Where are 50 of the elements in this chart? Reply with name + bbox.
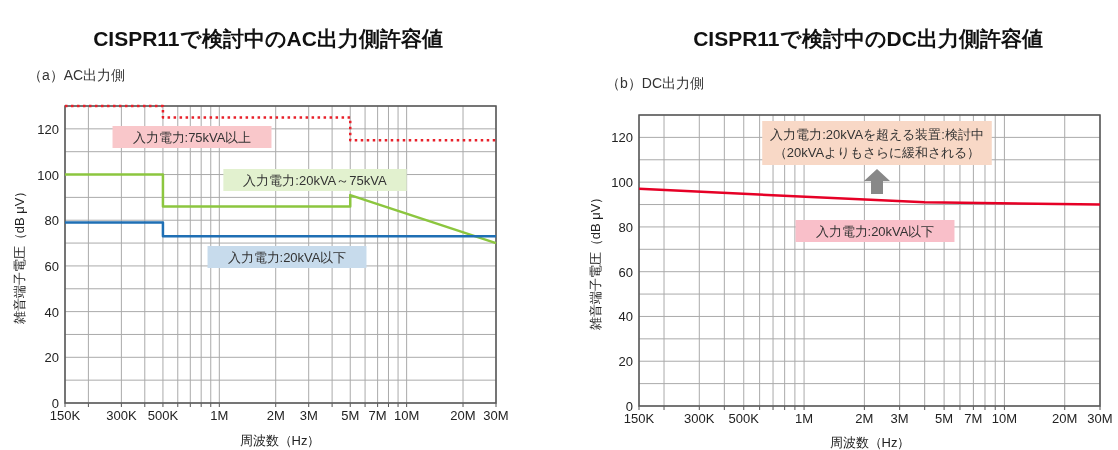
x-tick-label: 300K — [684, 411, 715, 426]
x-tick-label: 5M — [341, 408, 360, 423]
y-tick-label: 80 — [618, 219, 633, 235]
x-tick-label: 2M — [266, 408, 285, 423]
x-tick-label: 2M — [855, 411, 874, 426]
y-tick-label: 60 — [44, 258, 59, 274]
x-tick-label: 7M — [964, 411, 983, 426]
y-tick-label: 80 — [44, 213, 59, 229]
series-label: 入力電力:20kVA以下 — [227, 250, 347, 265]
chart-title: CISPR11で検討中のAC出力側許容値 — [93, 27, 443, 50]
annotation: 入力電力:20kVAを超える装置:検討中 — [770, 127, 984, 142]
chart-subtitle: （b）DC出力側 — [606, 75, 705, 91]
series-label: 入力電力:75kVA以上 — [132, 130, 252, 145]
chart-title: CISPR11で検討中のDC出力側許容値 — [693, 27, 1043, 50]
y-tick-label: 0 — [51, 396, 59, 411]
y-tick-label: 120 — [611, 130, 633, 146]
x-tick-label: 7M — [368, 408, 387, 423]
x-tick-label: 500K — [147, 408, 179, 423]
x-tick-label: 1M — [795, 411, 814, 426]
y-tick-label: 0 — [625, 399, 633, 414]
y-tick-label: 100 — [611, 175, 633, 191]
x-tick-label: 5M — [935, 411, 954, 426]
y-tick-label: 40 — [44, 304, 59, 320]
x-tick-label: 500K — [728, 411, 760, 426]
x-axis-title: 周波数（Hz） — [829, 435, 911, 450]
y-axis-title: 雑音端子電圧（dB μV） — [12, 184, 27, 325]
y-tick-label: 120 — [37, 121, 59, 137]
x-axis-title: 周波数（Hz） — [239, 433, 321, 448]
series-label: 入力電力:20kVA以下 — [815, 224, 935, 239]
x-tick-label: 10M — [991, 411, 1018, 426]
x-tick-label: 10M — [393, 408, 420, 423]
x-tick-label: 20M — [1052, 411, 1078, 426]
x-tick-label: 30M — [483, 408, 509, 423]
annotation: （20kVAよりもさらに緩和される） — [773, 145, 981, 160]
x-tick-label: 150K — [623, 411, 655, 426]
x-tick-label: 3M — [299, 408, 318, 423]
x-tick-label: 150K — [49, 408, 81, 423]
y-tick-label: 40 — [618, 309, 633, 325]
x-tick-label: 1M — [210, 408, 229, 423]
x-tick-label: 30M — [1087, 411, 1113, 426]
y-tick-label: 20 — [44, 350, 59, 366]
y-axis-title: 雑音端子電圧（dB μV） — [588, 190, 603, 331]
x-tick-label: 3M — [890, 411, 909, 426]
chart-subtitle: （a）AC出力側 — [28, 67, 126, 83]
y-tick-label: 60 — [618, 264, 633, 280]
y-tick-label: 100 — [37, 167, 59, 183]
x-tick-label: 20M — [450, 408, 476, 423]
x-tick-label: 300K — [106, 408, 137, 423]
y-tick-label: 20 — [618, 354, 633, 370]
series-label: 入力電力:20kVA～75kVA — [243, 173, 387, 188]
